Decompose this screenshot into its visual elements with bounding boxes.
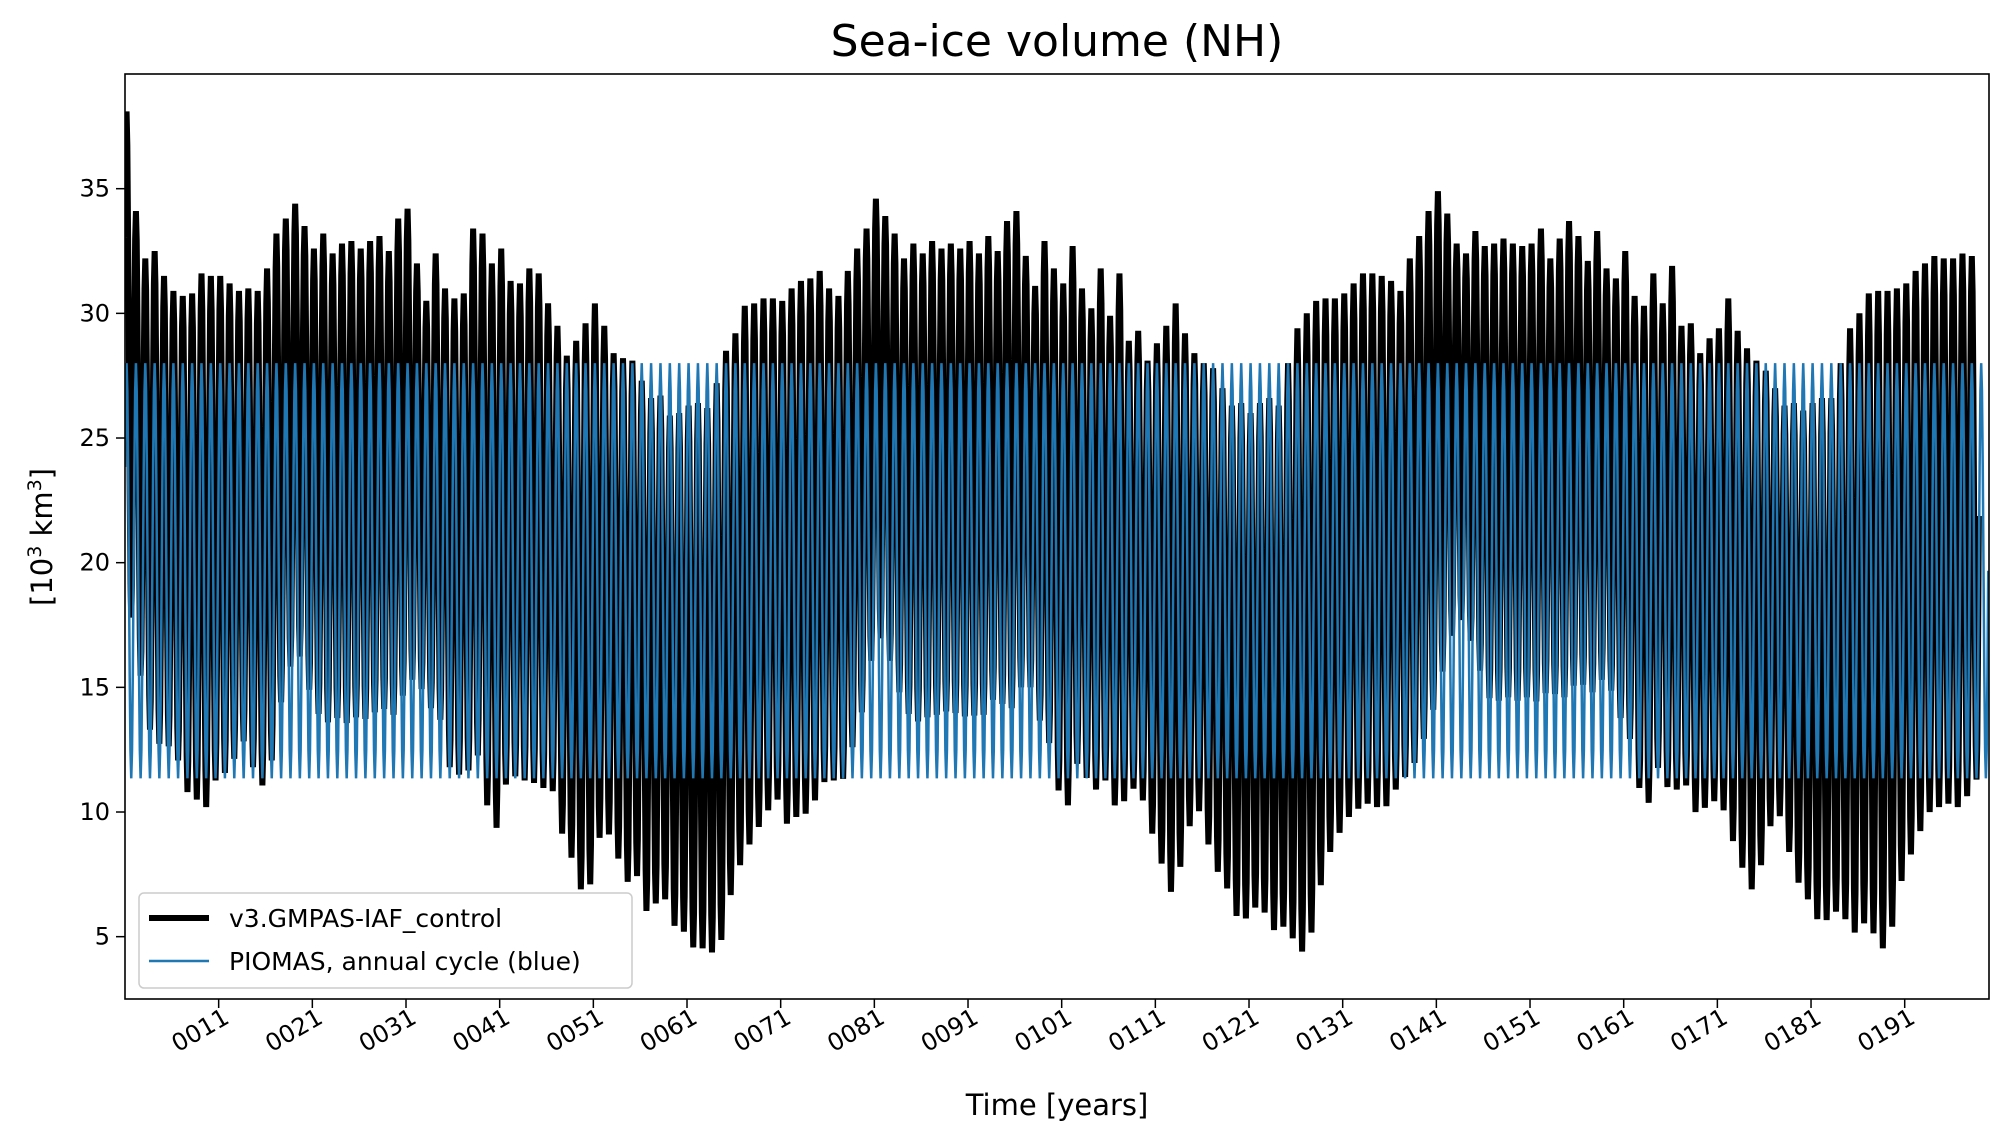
x-tick-label: 0181 xyxy=(1759,1003,1826,1058)
x-tick-label: 0081 xyxy=(822,1003,889,1058)
y-tick-label: 15 xyxy=(79,673,110,701)
x-tick-label: 0171 xyxy=(1665,1003,1732,1058)
x-tick-label: 0091 xyxy=(916,1003,983,1058)
x-tick-label: 0191 xyxy=(1853,1003,1920,1058)
x-tick-label: 0131 xyxy=(1291,1003,1358,1058)
plot-frame xyxy=(124,73,1990,1000)
x-tick-label: 0021 xyxy=(260,1003,327,1058)
x-tick-label: 0051 xyxy=(541,1003,608,1058)
legend-label-model: v3.GMPAS-IAF_control xyxy=(229,904,502,933)
x-tick-label: 0071 xyxy=(729,1003,796,1058)
x-axis: 0011 0021 0031 0041 0051 0061 0071 0081 0091 0101… xyxy=(167,999,1920,1058)
legend: v3.GMPAS-IAF_control PIOMAS, annual cycl… xyxy=(138,892,633,989)
y-axis-label: [103 km3] xyxy=(24,468,59,606)
y-tick-label: 20 xyxy=(79,549,110,577)
y-tick-label: 30 xyxy=(79,299,110,327)
y-axis: 5 10 15 20 25 30 35 xyxy=(79,175,125,951)
x-tick-label: 0121 xyxy=(1197,1003,1264,1058)
x-tick-label: 0041 xyxy=(448,1003,515,1058)
x-axis-label: Time [years] xyxy=(965,1088,1149,1122)
x-tick-label: 0061 xyxy=(635,1003,702,1058)
legend-label-piomas: PIOMAS, annual cycle (blue) xyxy=(229,947,581,976)
legend-box xyxy=(138,892,633,989)
x-tick-label: 0141 xyxy=(1384,1003,1451,1058)
x-tick-label: 0011 xyxy=(167,1003,234,1058)
y-tick-label: 35 xyxy=(79,175,110,203)
series-line-piomas xyxy=(125,363,1989,779)
x-tick-label: 0101 xyxy=(1010,1003,1077,1058)
chart-title: Sea-ice volume (NH) xyxy=(831,16,1284,67)
x-tick-label: 0151 xyxy=(1478,1003,1545,1058)
x-tick-label: 0111 xyxy=(1103,1003,1170,1058)
y-tick-label: 10 xyxy=(79,798,110,826)
y-tick-label: 25 xyxy=(79,424,110,452)
x-tick-label: 0031 xyxy=(354,1003,421,1058)
plot-area xyxy=(125,111,1989,953)
y-tick-label: 5 xyxy=(95,923,110,951)
x-tick-label: 0161 xyxy=(1572,1003,1639,1058)
